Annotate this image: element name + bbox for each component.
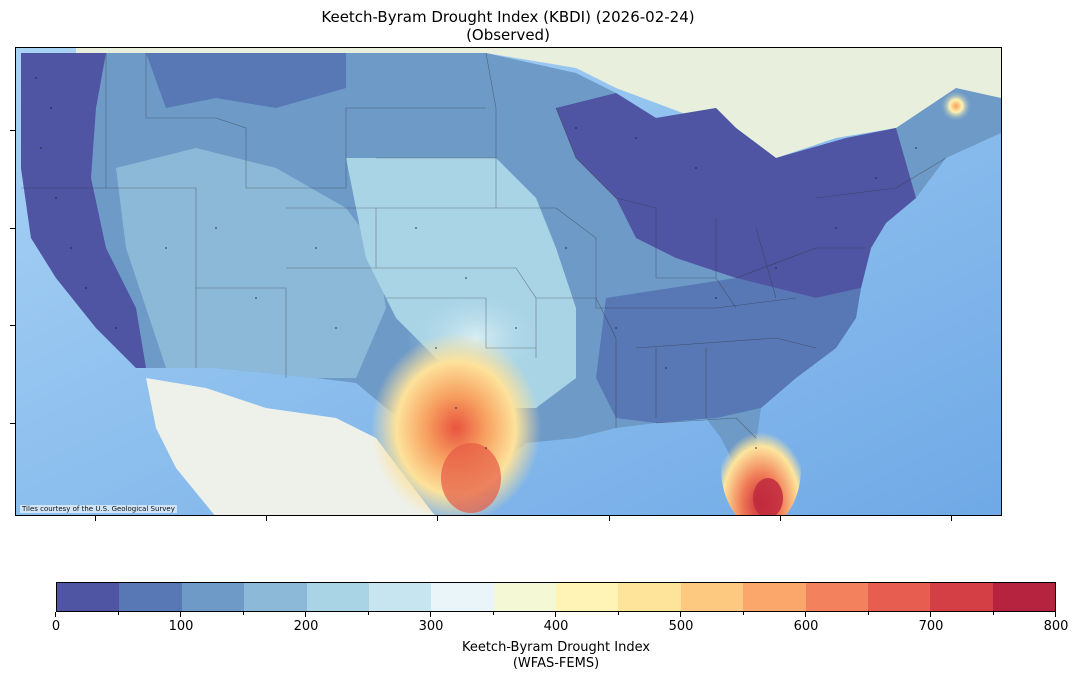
colorbar-major-tick xyxy=(1055,612,1056,617)
colorbar-minor-tick xyxy=(618,612,619,615)
colorbar-major-tick xyxy=(305,612,306,617)
colorbar-major-tick xyxy=(930,612,931,617)
colorbar-segment xyxy=(493,583,556,611)
y-axis-tick xyxy=(10,228,15,229)
x-axis-tick xyxy=(780,516,781,521)
state-boundaries xyxy=(21,52,947,439)
colorbar-tick-label: 800 xyxy=(1043,619,1069,634)
colorbar-major-tick xyxy=(805,612,806,617)
colorbar-tick-label: 200 xyxy=(293,619,319,634)
x-axis-tick xyxy=(609,516,610,521)
x-axis-tick xyxy=(95,516,96,521)
colorbar-tick-label: 500 xyxy=(668,619,694,634)
colorbar-minor-tick xyxy=(493,612,494,615)
colorbar-segment xyxy=(244,583,307,611)
kbdi-interior-west xyxy=(116,148,386,378)
colorbar-tick-label: 400 xyxy=(543,619,569,634)
map-title-line2: (Observed) xyxy=(466,26,550,44)
colorbar-segment xyxy=(431,583,494,611)
colorbar-major-tick xyxy=(680,612,681,617)
colorbar-label-line2: (WFAS-FEMS) xyxy=(512,656,600,671)
kbdi-west-coast-low xyxy=(21,53,146,368)
y-axis-tick xyxy=(10,423,15,424)
colorbar-segment xyxy=(119,583,182,611)
colorbar-major-tick xyxy=(55,612,56,617)
colorbar-minor-tick xyxy=(118,612,119,615)
colorbar-minor-tick xyxy=(993,612,994,615)
colorbar-minor-tick xyxy=(868,612,869,615)
colorbar-tick-label: 100 xyxy=(168,619,194,634)
canada-land xyxy=(76,48,1001,158)
y-axis-tick xyxy=(10,130,15,131)
colorbar-segment xyxy=(930,583,993,611)
y-axis-tick xyxy=(10,325,15,326)
map-canvas xyxy=(16,48,1001,515)
colorbar-segment xyxy=(306,583,369,611)
colorbar-segment xyxy=(556,583,619,611)
colorbar-segment xyxy=(992,583,1055,611)
map-title-line1: Keetch-Byram Drought Index (KBDI) (2026-… xyxy=(321,8,695,26)
colorbar-minor-tick xyxy=(243,612,244,615)
kbdi-south-texas-peak xyxy=(441,443,501,513)
x-axis-tick xyxy=(437,516,438,521)
colorbar-segment xyxy=(57,583,120,611)
colorbar-segment xyxy=(368,583,432,611)
colorbar-major-tick xyxy=(430,612,431,617)
colorbar-major-tick xyxy=(555,612,556,617)
colorbar-segment xyxy=(743,583,806,611)
colorbar-major-tick xyxy=(180,612,181,617)
kbdi-southeast-mid xyxy=(596,278,861,423)
colorbar-tick-label: 700 xyxy=(918,619,944,634)
colorbar-segment xyxy=(680,583,744,611)
kbdi-south-florida-peak xyxy=(753,478,783,515)
station-dots xyxy=(35,77,917,449)
colorbar-label-line1: Keetch-Byram Drought Index xyxy=(461,640,651,655)
colorbar-tick-label: 600 xyxy=(793,619,819,634)
colorbar-minor-tick xyxy=(743,612,744,615)
kbdi-north-low xyxy=(146,53,346,108)
mexico-land xyxy=(146,378,435,515)
colorbar-tick-label: 0 xyxy=(51,619,61,634)
colorbar-segment xyxy=(867,583,931,611)
tile-attribution: Tiles courtesy of the U.S. Geological Su… xyxy=(20,505,177,513)
colorbar-minor-tick xyxy=(368,612,369,615)
x-axis-tick xyxy=(951,516,952,521)
colorbar-segment xyxy=(181,583,245,611)
kbdi-northeast-low xyxy=(556,93,916,298)
x-axis-tick xyxy=(266,516,267,521)
colorbar xyxy=(56,582,1056,612)
colorbar-segment xyxy=(618,583,681,611)
kbdi-maine-spot xyxy=(940,90,972,122)
colorbar-segment xyxy=(805,583,868,611)
kbdi-map: Tiles courtesy of the U.S. Geological Su… xyxy=(15,47,1002,516)
colorbar-tick-label: 300 xyxy=(418,619,444,634)
